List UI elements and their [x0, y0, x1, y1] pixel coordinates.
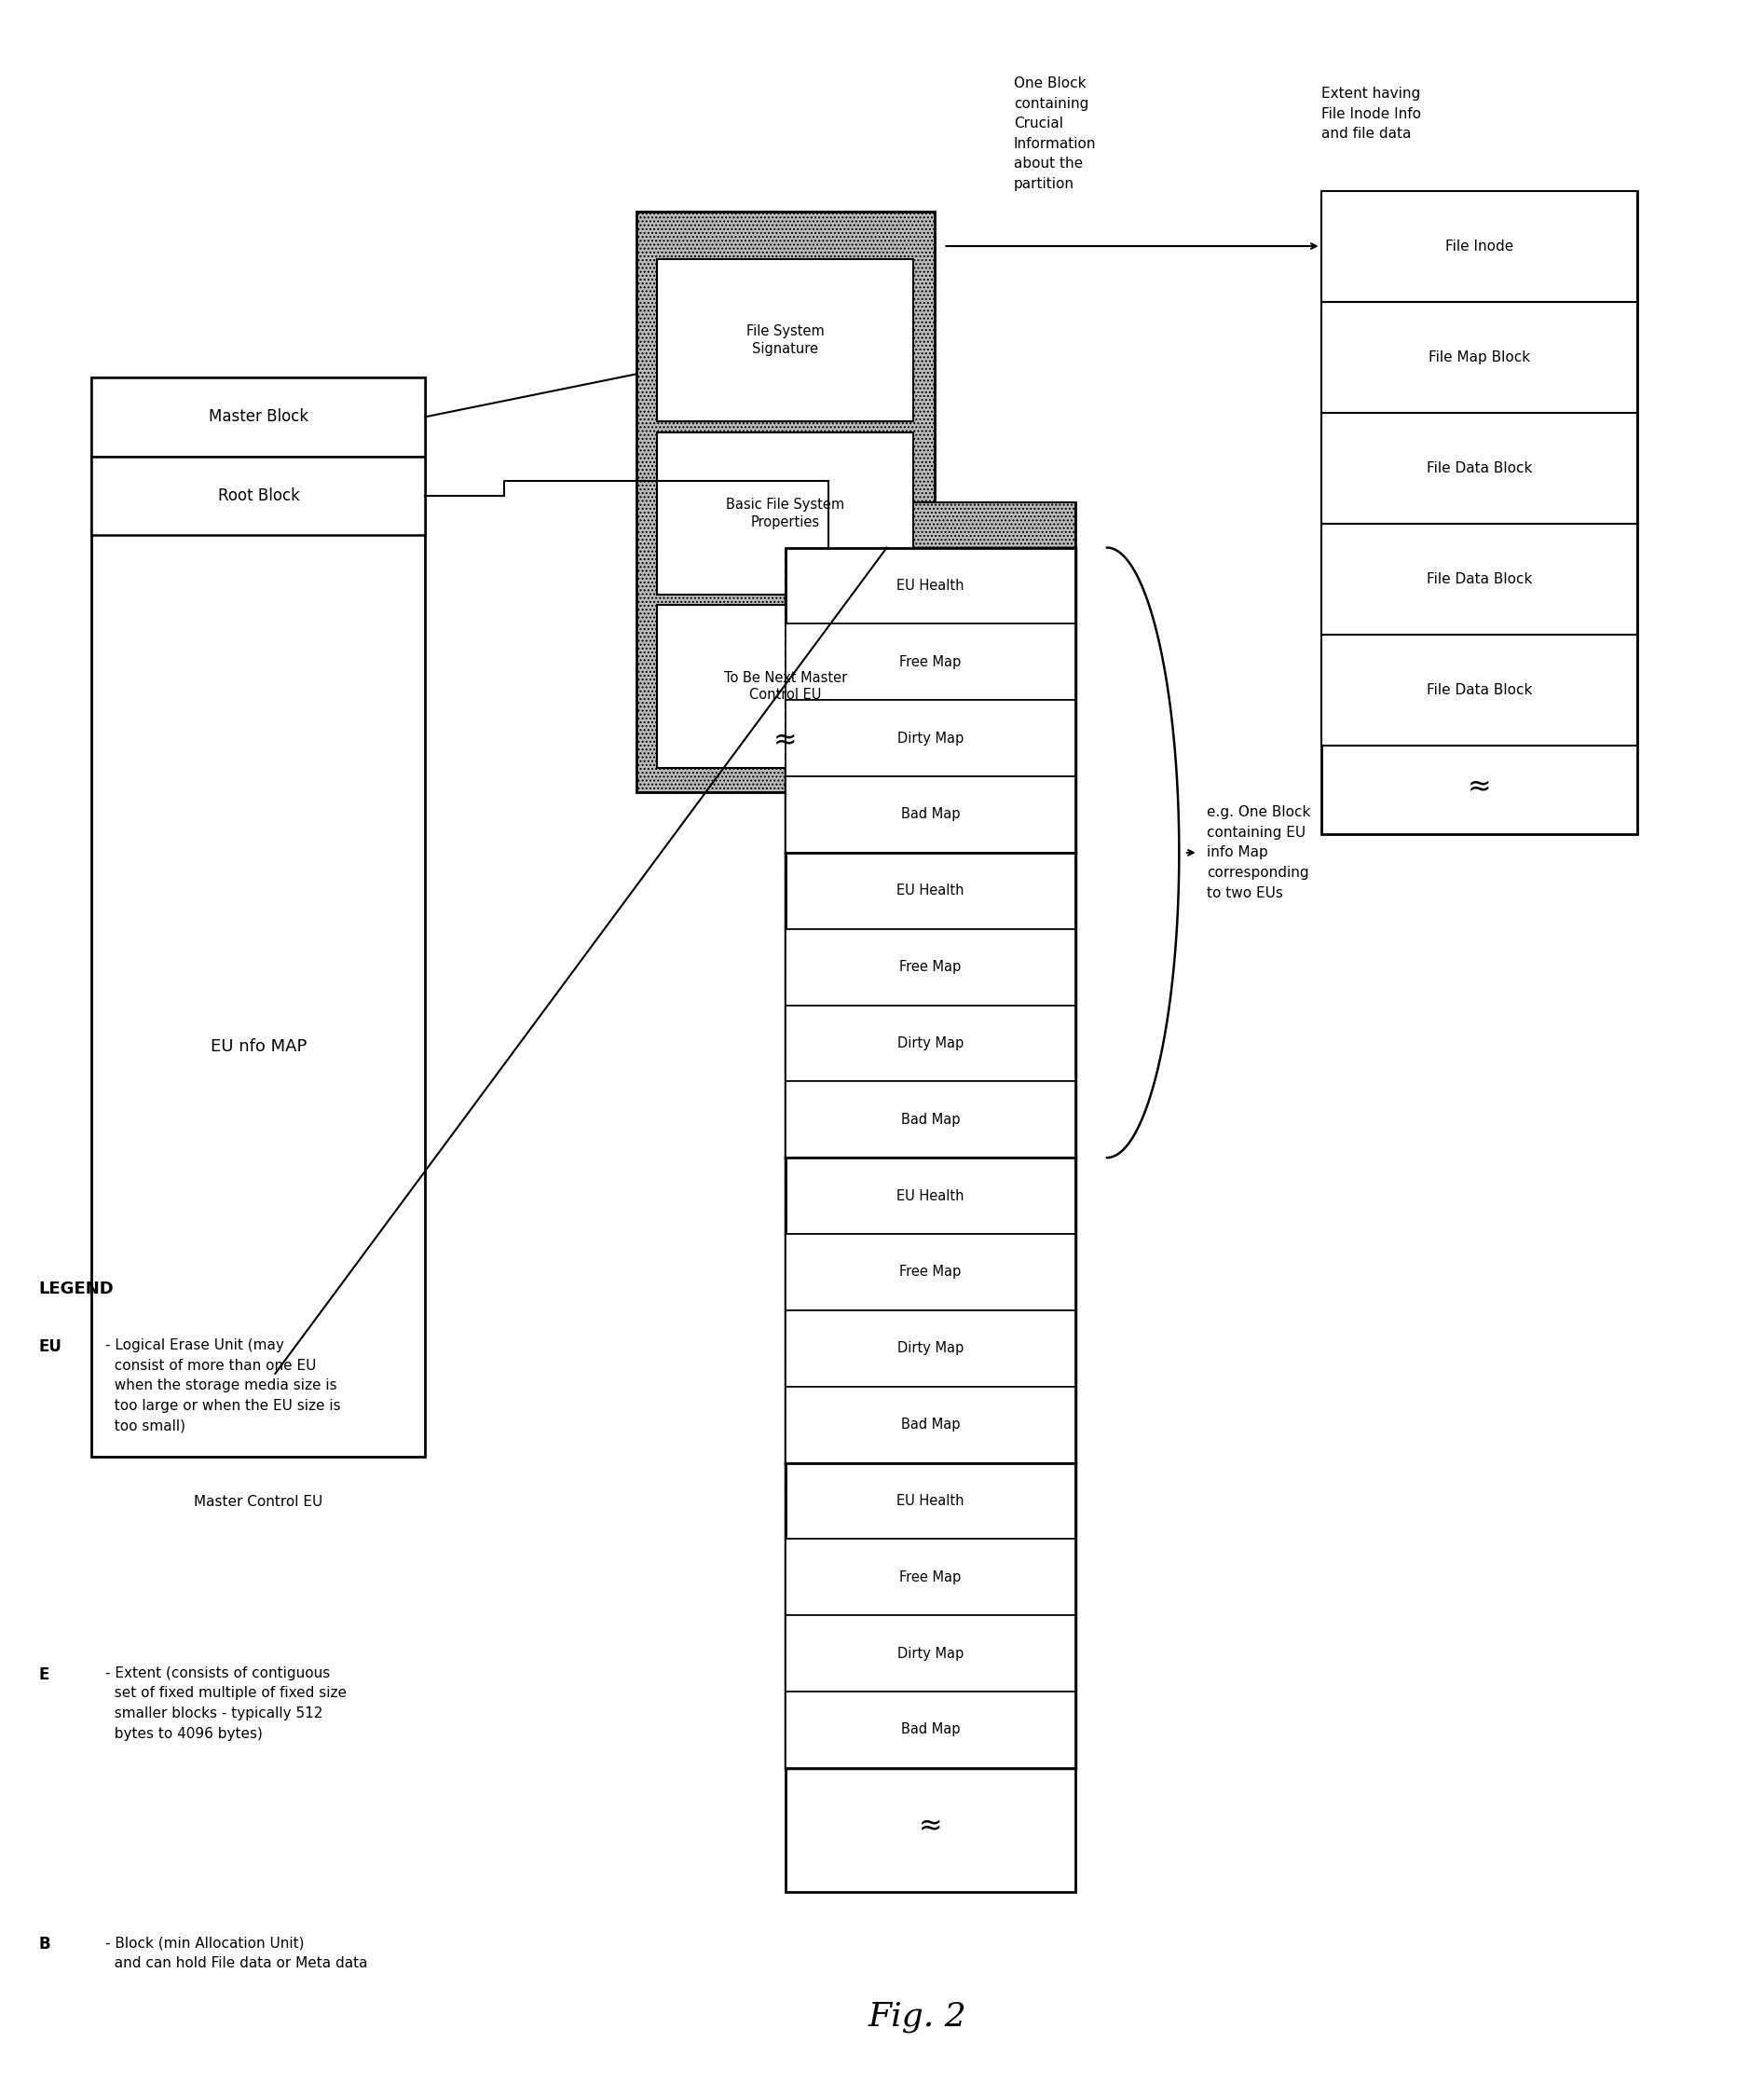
Bar [1321, 192, 1637, 833]
Text: EU Health: EU Health [896, 883, 965, 898]
Text: Extent having
File Inode Info
and file data: Extent having File Inode Info and file d… [1321, 87, 1420, 142]
Bar [785, 1462, 1076, 1768]
Text: Fig. 2: Fig. 2 [868, 2002, 967, 2033]
Bar [785, 852, 1076, 929]
Text: Bad Map: Bad Map [901, 1419, 960, 1431]
Text: Free Map: Free Map [900, 1571, 961, 1585]
Bar [785, 548, 1076, 625]
Text: To Be Next Master
Control EU: To Be Next Master Control EU [723, 671, 847, 702]
Bar [785, 852, 1076, 1158]
Bar [785, 502, 1076, 548]
Bar [785, 1081, 1076, 1158]
Bar [785, 1614, 1076, 1691]
Bar [785, 929, 1076, 1006]
Text: Dirty Map: Dirty Map [898, 1646, 963, 1660]
Text: EU Health: EU Health [896, 1494, 965, 1508]
Bar [785, 1539, 1076, 1614]
Text: - Logical Erase Unit (may
  consist of more than one EU
  when the storage media: - Logical Erase Unit (may consist of mor… [106, 1337, 340, 1433]
Bar [785, 700, 1076, 777]
Text: File Data Block: File Data Block [1427, 573, 1531, 585]
Bar [785, 1310, 1076, 1387]
Text: EU: EU [39, 1337, 62, 1356]
Bar [92, 456, 425, 535]
Bar [1321, 412, 1637, 523]
Bar [785, 625, 1076, 700]
Bar [1321, 302, 1637, 412]
Text: File Data Block: File Data Block [1427, 460, 1531, 475]
Bar [785, 1233, 1076, 1310]
Text: File Inode: File Inode [1445, 240, 1514, 254]
Text: EU Health: EU Health [896, 579, 965, 594]
Text: Free Map: Free Map [900, 1264, 961, 1279]
Bar [785, 1158, 1076, 1462]
Bar [1321, 192, 1637, 302]
Text: Dirty Map: Dirty Map [898, 1341, 963, 1356]
Text: ≈: ≈ [774, 727, 797, 754]
Text: EU Health: EU Health [896, 1189, 965, 1202]
Text: File Data Block: File Data Block [1427, 683, 1531, 698]
Text: Bad Map: Bad Map [901, 1112, 960, 1127]
Text: ≈: ≈ [1468, 775, 1491, 800]
Bar [1321, 523, 1637, 635]
Bar [785, 777, 1076, 852]
Text: - Extent (consists of contiguous
  set of fixed multiple of fixed size
  smaller: - Extent (consists of contiguous set of … [106, 1666, 348, 1741]
Text: File System
Signature: File System Signature [746, 325, 824, 356]
Text: Bad Map: Bad Map [901, 808, 960, 821]
Bar [637, 210, 935, 792]
Text: EU nfo MAP: EU nfo MAP [210, 1037, 307, 1054]
Bar [785, 1006, 1076, 1081]
Text: Master Control EU: Master Control EU [194, 1496, 323, 1510]
Text: B: B [39, 1935, 51, 1952]
Bar [785, 1387, 1076, 1462]
Bar [785, 1691, 1076, 1768]
Bar [658, 431, 914, 594]
Text: ≈: ≈ [919, 1812, 942, 1839]
Text: File Map Block: File Map Block [1429, 350, 1529, 365]
Bar [785, 502, 1076, 1891]
Text: LEGEND: LEGEND [39, 1281, 115, 1298]
Text: - Block (min Allocation Unit)
  and can hold File data or Meta data: - Block (min Allocation Unit) and can ho… [106, 1935, 369, 1971]
Text: One Block
containing
Crucial
Information
about the
partition: One Block containing Crucial Information… [1014, 77, 1095, 192]
Text: Free Map: Free Map [900, 654, 961, 669]
Text: Dirty Map: Dirty Map [898, 1037, 963, 1050]
Bar [1321, 635, 1637, 746]
Text: Root Block: Root Block [217, 487, 300, 504]
Bar [785, 1158, 1076, 1233]
Text: Basic File System
Properties: Basic File System Properties [727, 498, 845, 529]
Text: Free Map: Free Map [900, 960, 961, 975]
Bar [658, 258, 914, 421]
Text: E: E [39, 1666, 49, 1683]
Text: Dirty Map: Dirty Map [898, 731, 963, 746]
Bar [785, 1462, 1076, 1539]
Text: Master Block: Master Block [208, 408, 309, 425]
Bar [92, 377, 425, 456]
Text: e.g. One Block
containing EU
info Map
corresponding
to two EUs: e.g. One Block containing EU info Map co… [1207, 806, 1311, 900]
Bar [785, 548, 1076, 852]
Bar [92, 377, 425, 1456]
Bar [658, 604, 914, 767]
Text: Bad Map: Bad Map [901, 1723, 960, 1737]
